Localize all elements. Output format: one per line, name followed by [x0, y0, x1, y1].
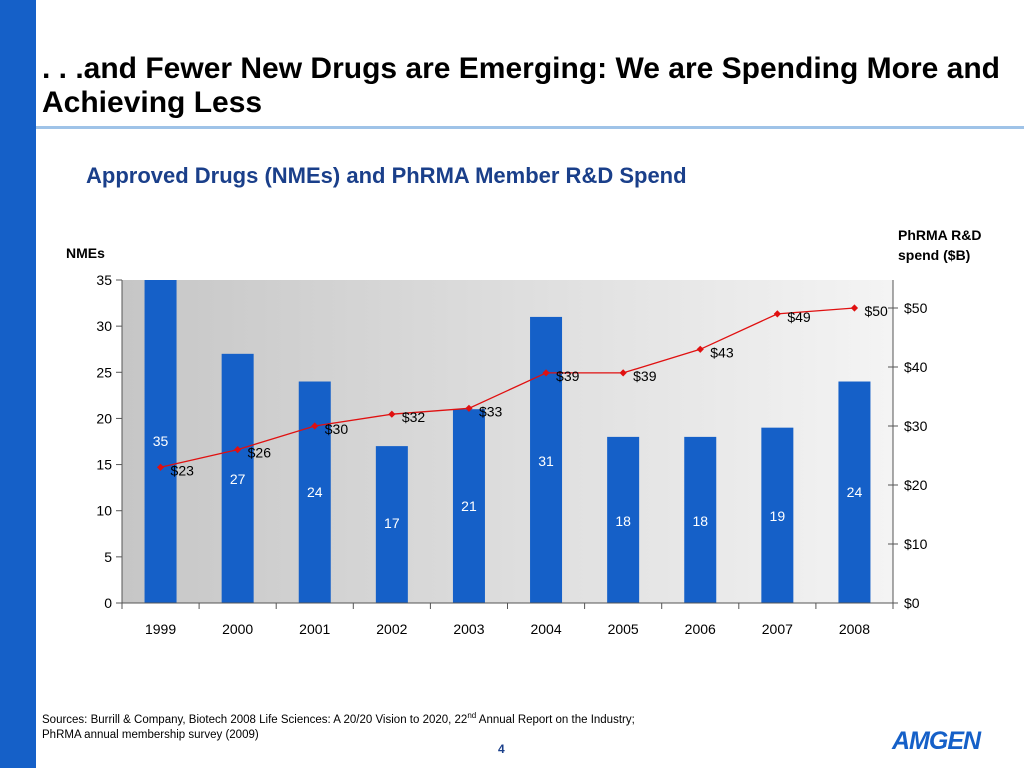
bar-2005	[607, 436, 640, 603]
slide-title: . . .and Fewer New Drugs are Emerging: W…	[42, 52, 1000, 119]
title-divider	[36, 126, 1024, 129]
bar-2004	[530, 316, 563, 603]
left-accent-bar	[0, 0, 36, 768]
x-tick-label-1999: 1999	[145, 621, 176, 637]
left-tick-label: 25	[96, 364, 112, 380]
x-tick-label-2005: 2005	[608, 621, 639, 637]
left-tick-label: 30	[96, 318, 112, 334]
line-value-label-2001: $30	[325, 421, 349, 437]
left-tick-label: 5	[104, 549, 112, 565]
bar-2001	[298, 381, 331, 603]
bar-value-label-2004: 31	[538, 453, 554, 469]
sources-line1-post: Annual Report on the Industry;	[476, 713, 635, 726]
rd-spend-point-2005	[619, 369, 627, 377]
bar-value-label-2007: 19	[770, 508, 786, 524]
rd-spend-point-2002	[388, 410, 396, 418]
rd-spend-point-2008	[850, 304, 859, 312]
bar-value-label-2005: 18	[615, 513, 631, 529]
bar-2002	[375, 446, 408, 603]
bar-value-label-2002: 17	[384, 515, 400, 531]
line-value-label-2006: $43	[710, 344, 734, 360]
line-value-label-2008: $50	[864, 303, 888, 319]
right-tick-label: $0	[904, 595, 920, 611]
left-tick-label: 20	[96, 410, 112, 426]
rd-spend-point-2007	[773, 310, 781, 318]
right-tick-label: $10	[904, 536, 928, 552]
x-tick-label-2001: 2001	[299, 621, 330, 637]
rd-spend-point-1999	[156, 463, 165, 471]
x-tick-label-2002: 2002	[376, 621, 407, 637]
right-tick-label: $50	[904, 300, 928, 316]
x-tick-label-2008: 2008	[839, 621, 870, 637]
bar-1999	[144, 280, 177, 603]
left-tick-label: 15	[96, 457, 112, 473]
page-number: 4	[498, 742, 505, 756]
amgen-logo: AMGEN	[891, 727, 983, 755]
combo-chart: 0 5 10 15 20 25 30 35 1999 2000 2001 2002 2003 2004 20…	[66, 227, 981, 637]
line-value-label-1999: $23	[171, 462, 195, 478]
bar-value-label-2008: 24	[847, 484, 863, 500]
logo-text: AMGEN	[891, 727, 982, 755]
right-axis-label-line1: PhRMA R&D	[898, 227, 981, 243]
right-tick-label: $30	[904, 418, 928, 434]
bar-value-label-2000: 27	[230, 471, 246, 487]
bar-value-label-2003: 21	[461, 498, 477, 514]
sources-note: Sources: Burrill & Company, Biotech 2008…	[42, 708, 635, 743]
bar-2007	[761, 427, 794, 603]
right-axis-label-line2: spend ($B)	[898, 247, 970, 263]
bar-value-label-2006: 18	[692, 513, 708, 529]
sources-line1-pre: Sources: Burrill & Company, Biotech 2008…	[42, 713, 468, 726]
line-value-label-2007: $49	[787, 309, 811, 325]
chart-title: Approved Drugs (NMEs) and PhRMA Member R…	[86, 163, 687, 188]
rd-spend-point-2001	[311, 422, 319, 430]
x-tick-label-2003: 2003	[453, 621, 484, 637]
left-axis-label: NMEs	[66, 245, 105, 261]
right-tick-label: $40	[904, 359, 928, 375]
left-tick-label: 0	[104, 595, 112, 611]
left-tick-label: 10	[96, 503, 112, 519]
line-value-label-2003: $33	[479, 403, 503, 419]
x-tick-label-2006: 2006	[685, 621, 716, 637]
line-value-label-2000: $26	[248, 445, 272, 461]
bar-2000	[221, 353, 254, 603]
left-tick-label: 35	[96, 272, 112, 288]
bar-value-label-2001: 24	[307, 484, 323, 500]
line-value-label-2004: $39	[556, 368, 580, 384]
x-tick-label-2004: 2004	[530, 621, 561, 637]
line-value-label-2005: $39	[633, 368, 657, 384]
bar-2008	[838, 381, 871, 603]
rd-spend-point-2006	[696, 345, 704, 353]
bar-2003	[452, 409, 485, 603]
sources-line1-sup: nd	[467, 711, 477, 720]
rd-spend-point-2004	[542, 369, 550, 377]
rd-spend-line	[160, 307, 855, 468]
rd-spend-point-2003	[465, 404, 473, 412]
rd-spend-point-2000	[234, 446, 242, 454]
right-tick-label: $20	[904, 477, 928, 493]
line-value-label-2002: $32	[402, 409, 426, 425]
sources-line2: PhRMA annual membership survey (2009)	[42, 728, 259, 741]
x-tick-label-2007: 2007	[762, 621, 793, 637]
bar-2006	[684, 436, 717, 603]
x-tick-label-2000: 2000	[222, 621, 253, 637]
bar-value-label-1999: 35	[153, 433, 169, 449]
